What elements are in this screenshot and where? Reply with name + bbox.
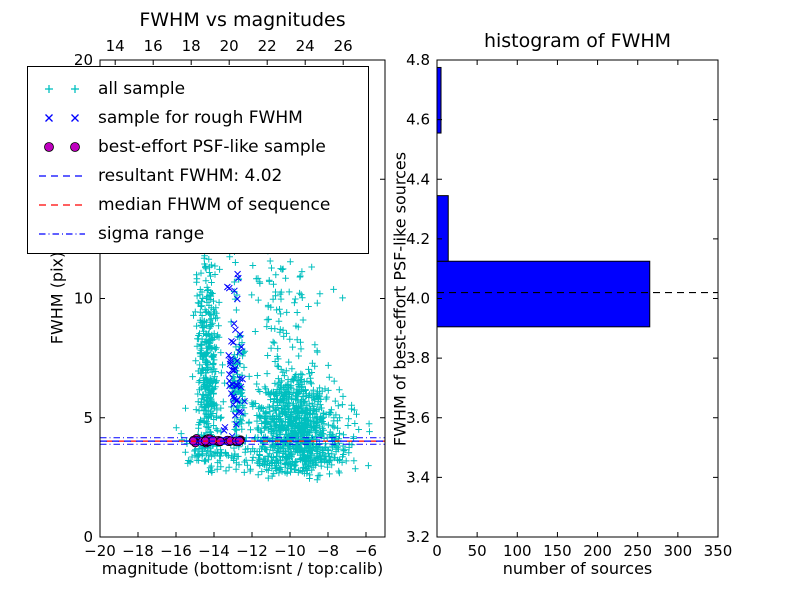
series-x	[220, 270, 248, 440]
legend-label: sigma range	[98, 223, 205, 244]
svg-text:10: 10	[74, 290, 93, 308]
svg-text:20: 20	[74, 51, 93, 69]
svg-text:20: 20	[220, 37, 239, 55]
legend-marker-circle-icon	[44, 141, 80, 152]
svg-text:350: 350	[704, 542, 733, 560]
histogram-bar	[436, 66, 442, 134]
svg-text:−8: −8	[317, 542, 339, 560]
svg-text:−20: −20	[84, 542, 116, 560]
histogram-xlabel: number of sources	[502, 559, 653, 578]
svg-text:3.8: 3.8	[406, 349, 430, 367]
svg-text:50: 50	[468, 542, 487, 560]
legend-label: sample for rough FWHM	[98, 107, 303, 128]
svg-text:26: 26	[334, 37, 353, 55]
svg-text:150: 150	[543, 542, 572, 560]
svg-text:5: 5	[83, 409, 93, 427]
legend-item-3: resultant FWHM: 4.02	[36, 161, 360, 190]
svg-text:−18: −18	[122, 542, 154, 560]
svg-text:4.8: 4.8	[406, 51, 430, 69]
svg-text:−14: −14	[198, 542, 230, 560]
scatter-xlabel: magnitude (bottom:isnt / top:calib)	[101, 559, 384, 578]
svg-text:100: 100	[503, 542, 532, 560]
svg-text:4.6: 4.6	[406, 111, 430, 129]
legend-label: median FHWM of sequence	[98, 194, 331, 215]
legend: all sample sample for rough FWHM best-effo…	[27, 66, 369, 254]
legend-item-1: sample for rough FWHM	[36, 103, 360, 132]
legend-marker-dashed-line-icon	[39, 174, 85, 177]
svg-text:−10: −10	[274, 542, 306, 560]
legend-marker-x-icon	[45, 113, 79, 122]
histogram-bar	[436, 195, 449, 262]
legend-item-2: best-effort PSF-like sample	[36, 132, 360, 161]
histogram-title: histogram of FWHM	[483, 30, 672, 52]
svg-text:−6: −6	[355, 542, 377, 560]
legend-label: best-effort PSF-like sample	[98, 136, 326, 157]
svg-text:3.4: 3.4	[406, 468, 430, 486]
histogram-bar	[436, 260, 651, 328]
svg-text:18: 18	[182, 37, 201, 55]
legend-marker-dashed-line-icon	[39, 203, 85, 206]
svg-text:−16: −16	[160, 542, 192, 560]
scatter-ylabel: FWHM (pix)	[47, 251, 67, 345]
svg-text:4.4: 4.4	[406, 170, 430, 188]
svg-text:14: 14	[106, 37, 125, 55]
legend-label: resultant FWHM: 4.02	[98, 165, 283, 186]
svg-text:4.0: 4.0	[406, 290, 430, 308]
svg-text:0: 0	[83, 528, 93, 546]
svg-text:3.2: 3.2	[406, 528, 430, 546]
legend-item-0: all sample	[36, 74, 360, 103]
svg-text:24: 24	[296, 37, 315, 55]
svg-text:22: 22	[258, 37, 277, 55]
svg-text:300: 300	[664, 542, 693, 560]
legend-item-4: median FHWM of sequence	[36, 190, 360, 219]
svg-text:3.6: 3.6	[406, 409, 430, 427]
svg-text:0: 0	[432, 542, 442, 560]
axis-ticks: −20 −18 −16 −14 −12 −10 −8 −6 14 16 18 20 22 24 26 0 5 10…	[74, 37, 732, 560]
histogram-ylabel: FWHM of best-effort PSF-like sources	[390, 151, 410, 447]
svg-text:200: 200	[583, 542, 612, 560]
svg-text:4.2: 4.2	[406, 230, 430, 248]
legend-marker-dashdot-line-icon	[39, 232, 85, 235]
scatter-title: FWHM vs magnitudes	[139, 9, 346, 31]
legend-marker-plus-icon	[45, 84, 79, 93]
svg-text:−12: −12	[236, 542, 268, 560]
legend-label: all sample	[98, 78, 186, 99]
svg-text:16: 16	[144, 37, 163, 55]
legend-item-5: sigma range	[36, 219, 360, 248]
histogram-area	[436, 66, 718, 328]
svg-text:250: 250	[623, 542, 652, 560]
scatter-plot-area	[100, 85, 385, 483]
